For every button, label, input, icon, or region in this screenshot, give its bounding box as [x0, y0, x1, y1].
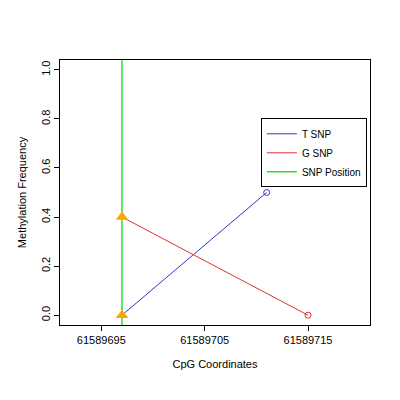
svg-text:G SNP: G SNP [302, 148, 333, 159]
svg-text:0.4: 0.4 [40, 208, 52, 223]
svg-text:0.8: 0.8 [40, 110, 52, 125]
svg-text:61589705: 61589705 [180, 334, 229, 346]
svg-text:61589695: 61589695 [77, 334, 126, 346]
svg-text:0.2: 0.2 [40, 257, 52, 272]
svg-text:SNP Position: SNP Position [302, 167, 361, 178]
svg-text:Methylation Frequency: Methylation Frequency [16, 136, 28, 248]
svg-text:CpG Coordinates: CpG Coordinates [173, 358, 258, 370]
svg-text:0.0: 0.0 [40, 306, 52, 321]
svg-text:0.6: 0.6 [40, 159, 52, 174]
svg-text:T SNP: T SNP [302, 129, 332, 140]
svg-text:1.0: 1.0 [40, 61, 52, 76]
svg-text:61589715: 61589715 [284, 334, 333, 346]
